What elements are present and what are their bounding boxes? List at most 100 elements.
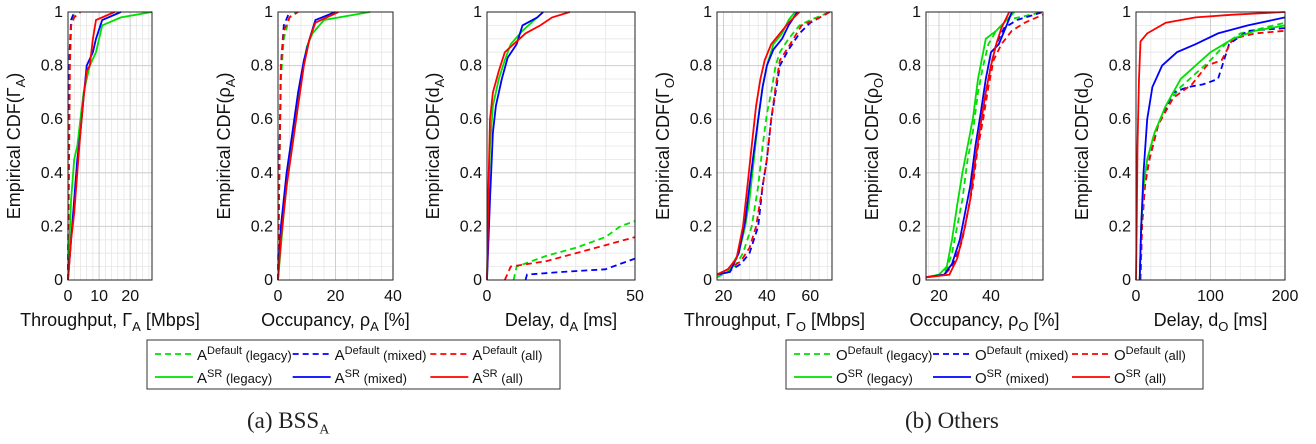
- y-tick-label: 0: [1122, 272, 1131, 289]
- caption-b-label: (b) Others: [905, 408, 999, 433]
- y-tick-label: 0.8: [460, 58, 482, 75]
- series-line: [67, 11, 116, 281]
- chart-panel-2: 0 20 40 0 0.2 0.4 0.6 0.8 1 Occupancy, ρA [%] Empi…: [214, 4, 410, 334]
- y-tick-label: 0.6: [41, 111, 63, 128]
- chart-panel-5: 20 40 0 0.2 0.4 0.6 0.8 1 Occupancy, ρO [%] Empir…: [862, 4, 1060, 334]
- y-tick-label: 0.8: [251, 58, 273, 75]
- x-axis-label: Occupancy, ρO [%]: [909, 310, 1059, 334]
- y-tick-label: 0.4: [899, 165, 921, 182]
- x-tick-label: 0: [64, 288, 73, 305]
- series-line: [503, 236, 636, 281]
- y-tick-label: 0.8: [1109, 58, 1131, 75]
- x-tick-label: 20: [930, 288, 948, 305]
- y-tick-label: 1: [912, 4, 921, 21]
- y-tick-label: 0.8: [690, 58, 712, 75]
- axes-box: [1135, 11, 1286, 281]
- y-axis-label: Empirical CDF(ρA): [214, 73, 238, 220]
- series-line: [925, 13, 1044, 279]
- y-tick-label: 0.4: [251, 165, 273, 182]
- x-tick-label: 60: [801, 288, 819, 305]
- series-line: [524, 257, 636, 281]
- axes-box: [925, 11, 1044, 281]
- legend-label: OSR (mixed): [975, 368, 1049, 387]
- y-tick-label: 0.4: [1109, 165, 1131, 182]
- series-line: [1139, 27, 1286, 281]
- legend-others: ODefault (legacy) ODefault (mixed) ODefaul…: [785, 339, 1204, 390]
- y-tick-label: 1: [703, 4, 712, 21]
- legend-label: ADefault (all): [472, 345, 542, 364]
- series-line: [716, 11, 799, 276]
- series-line: [716, 11, 831, 276]
- x-axis-label: Delay, dA [ms]: [505, 310, 617, 334]
- y-tick-label: 1: [1122, 4, 1131, 21]
- y-axis-label: Empirical CDF(ΓA): [4, 73, 28, 220]
- y-tick-label: 0: [703, 272, 712, 289]
- x-tick-label: 20: [121, 288, 139, 305]
- y-tick-label: 0.4: [690, 165, 712, 182]
- y-tick-label: 0.2: [460, 218, 482, 235]
- legend-label: ODefault (mixed): [975, 345, 1068, 364]
- axes-box: [716, 11, 833, 281]
- grid: [926, 11, 1044, 281]
- y-axis-label: Empirical CDF(ΓO): [653, 72, 677, 220]
- grid: [277, 11, 394, 281]
- y-tick-label: 0.6: [460, 111, 482, 128]
- series-line: [277, 11, 299, 281]
- x-tick-label: 10: [90, 288, 108, 305]
- chart-panel-6: 0 100 200 0 0.2 0.4 0.6 0.8 1 Delay, dO [ms] Empir…: [1072, 4, 1298, 334]
- caption-a: (a) BSSA: [247, 408, 329, 439]
- chart-panel-3: 0 50 0 0.2 0.4 0.6 0.8 1 Delay, dA [ms] Empirical…: [423, 4, 644, 334]
- y-tick-label: 0.2: [899, 218, 921, 235]
- x-tick-label: 40: [982, 288, 1000, 305]
- legend-label: ODefault (legacy): [836, 345, 932, 364]
- grid: [67, 11, 152, 281]
- y-tick-label: 0: [912, 272, 921, 289]
- series-line: [486, 11, 544, 281]
- y-tick-label: 1: [54, 4, 63, 21]
- legend-label: ODefault (all): [1114, 345, 1186, 364]
- y-axis-label: Empirical CDF(ρO): [862, 72, 886, 220]
- x-tick-label: 40: [758, 288, 776, 305]
- series-line: [277, 11, 339, 281]
- legend-label: ADefault (legacy): [197, 345, 292, 364]
- legend-label: ASR (legacy): [197, 368, 272, 387]
- x-tick-label: 0: [483, 288, 492, 305]
- y-tick-label: 0.4: [460, 165, 482, 182]
- x-tick-label: 0: [1132, 288, 1141, 305]
- caption-a-sub: A: [319, 422, 330, 438]
- legend-label: ASR (mixed): [335, 368, 407, 387]
- y-tick-label: 1: [264, 4, 273, 21]
- x-tick-label: 40: [384, 288, 402, 305]
- y-tick-label: 0.4: [41, 165, 63, 182]
- y-tick-label: 0.2: [690, 218, 712, 235]
- series-line: [67, 11, 81, 281]
- grid: [486, 11, 636, 281]
- legend-bss-a: ADefault (legacy) ADefault (mixed) ADefaul…: [146, 339, 561, 390]
- y-tick-label: 0.2: [41, 218, 63, 235]
- y-axis-label: Empirical CDF(dA): [423, 73, 447, 220]
- y-tick-label: 0.2: [1109, 218, 1131, 235]
- y-tick-label: 0: [54, 272, 63, 289]
- series-line: [716, 11, 801, 276]
- x-axis-label: Throughput, ΓA [Mbps]: [20, 310, 200, 334]
- series-line: [1138, 16, 1286, 281]
- x-tick-label: 20: [327, 288, 345, 305]
- y-tick-label: 0.6: [899, 111, 921, 128]
- y-axis-label: Empirical CDF(dO): [1072, 72, 1096, 220]
- y-tick-label: 0.8: [41, 58, 63, 75]
- legend-label: ASR (all): [472, 368, 523, 387]
- axes-box: [67, 11, 153, 281]
- y-tick-label: 0.6: [251, 111, 273, 128]
- chart-panel-1: 0 10 20 0 0.2 0.4 0.6 0.8 1 Throughput, ΓA [Mbps]…: [4, 4, 200, 334]
- grid: [717, 11, 832, 281]
- series-line: [716, 11, 831, 276]
- legend-label: OSR (legacy): [836, 368, 913, 387]
- x-tick-label: 20: [715, 288, 733, 305]
- y-tick-label: 1: [473, 4, 482, 21]
- series-line: [925, 11, 1016, 279]
- y-tick-label: 0.6: [1109, 111, 1131, 128]
- x-tick-label: 50: [626, 288, 644, 305]
- y-tick-label: 0: [264, 272, 273, 289]
- series-line: [486, 11, 571, 281]
